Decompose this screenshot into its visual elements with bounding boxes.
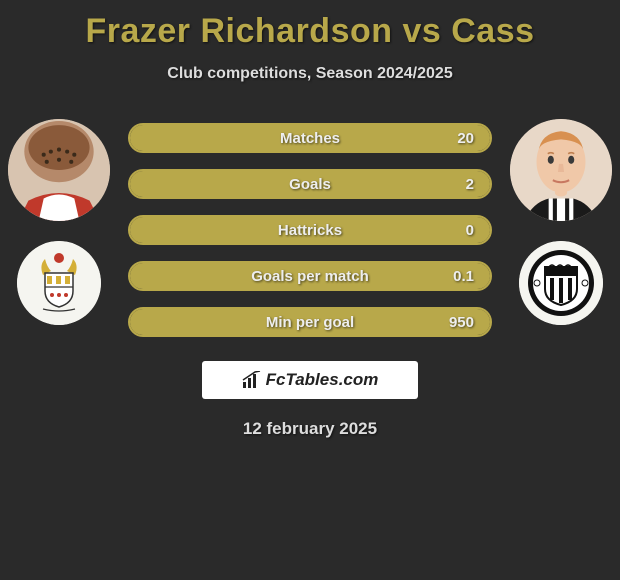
comparison-card: Frazer Richardson vs Cass Club competiti… bbox=[0, 0, 620, 439]
left-side bbox=[8, 119, 110, 325]
branding-text: FcTables.com bbox=[266, 370, 379, 390]
stat-bar-goals-per-match: Goals per match 0.1 bbox=[128, 261, 492, 291]
right-side bbox=[510, 119, 612, 325]
page-title: Frazer Richardson vs Cass bbox=[8, 12, 612, 51]
club-left-svg bbox=[17, 241, 101, 325]
chart-icon bbox=[242, 371, 262, 389]
club-badge-right bbox=[519, 241, 603, 325]
avatar-right-svg bbox=[510, 119, 612, 221]
player-avatar-left bbox=[8, 119, 110, 221]
main-layout: Matches 20 Goals 2 Hattricks 0 Goals per… bbox=[8, 119, 612, 337]
player-avatar-right bbox=[510, 119, 612, 221]
club-right-svg bbox=[519, 241, 603, 325]
avatar-left-svg bbox=[8, 119, 110, 221]
stat-bar-hattricks: Hattricks 0 bbox=[128, 215, 492, 245]
stat-bar-goals: Goals 2 bbox=[128, 169, 492, 199]
stat-right-value: 20 bbox=[438, 130, 474, 147]
stat-bars: Matches 20 Goals 2 Hattricks 0 Goals per… bbox=[128, 119, 492, 337]
stat-bar-min-per-goal: Min per goal 950 bbox=[128, 307, 492, 337]
stat-label: Hattricks bbox=[278, 222, 342, 239]
club-badge-left bbox=[17, 241, 101, 325]
stat-bar-matches: Matches 20 bbox=[128, 123, 492, 153]
branding-badge: FcTables.com bbox=[202, 361, 418, 399]
stat-label: Min per goal bbox=[266, 314, 354, 331]
stat-label: Goals per match bbox=[251, 268, 369, 285]
subtitle: Club competitions, Season 2024/2025 bbox=[8, 65, 612, 83]
stat-label: Matches bbox=[280, 130, 340, 147]
date-label: 12 february 2025 bbox=[8, 419, 612, 439]
stat-right-value: 0.1 bbox=[438, 268, 474, 285]
stat-right-value: 0 bbox=[438, 222, 474, 239]
stat-right-value: 2 bbox=[438, 176, 474, 193]
stat-right-value: 950 bbox=[438, 314, 474, 331]
stat-label: Goals bbox=[289, 176, 331, 193]
